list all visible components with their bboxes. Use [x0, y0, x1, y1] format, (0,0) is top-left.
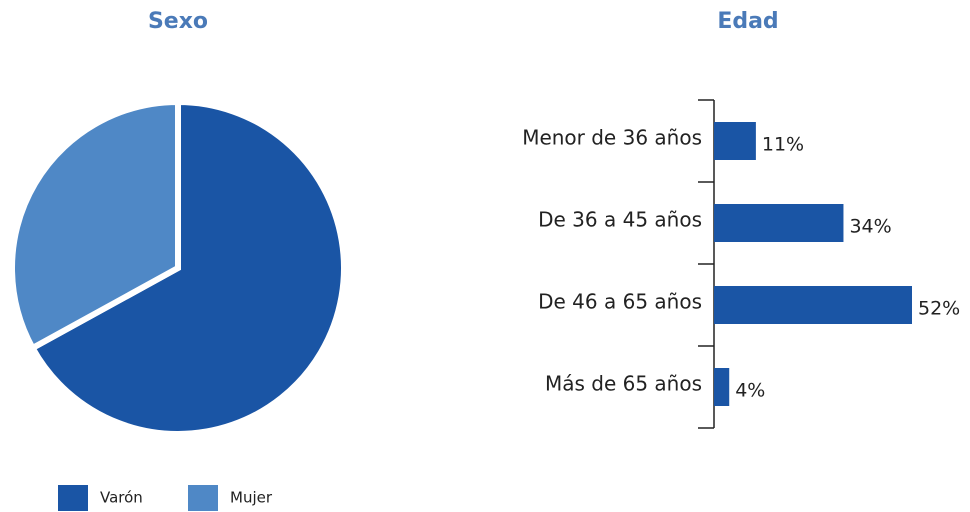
- pie-slice: [28, 98, 347, 437]
- bar-title: Edad: [717, 9, 778, 34]
- value-label: 4%: [735, 380, 765, 402]
- bar: [714, 368, 730, 406]
- bar: [714, 286, 912, 324]
- legend-label: Varón: [100, 489, 143, 507]
- pie-slice: [9, 98, 181, 353]
- category-label: De 36 a 45 años: [538, 208, 702, 232]
- category-label: Menor de 36 años: [522, 126, 702, 150]
- legend-swatch: [58, 485, 88, 511]
- bar: [714, 122, 756, 160]
- category-label: Más de 65 años: [545, 372, 702, 396]
- legend-label: Mujer: [230, 489, 273, 507]
- bar: [714, 204, 844, 242]
- category-label: De 46 a 65 años: [538, 290, 702, 314]
- legend-swatch: [188, 485, 218, 511]
- value-label: 11%: [762, 134, 804, 156]
- pie-title: Sexo: [148, 9, 208, 34]
- value-label: 52%: [918, 298, 960, 320]
- value-label: 34%: [849, 216, 891, 238]
